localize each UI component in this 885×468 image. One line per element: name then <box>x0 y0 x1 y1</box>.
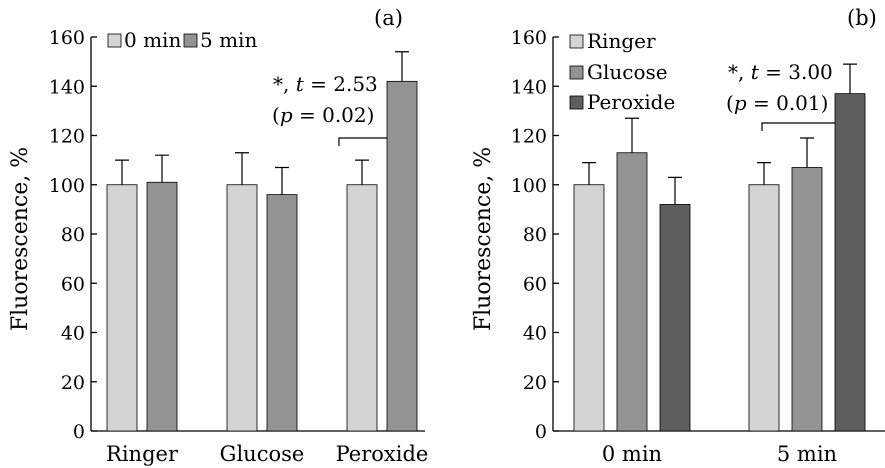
annotation-b-line1: *, t = 3.00 <box>728 60 833 84</box>
error-bar-a-glucose-5min <box>275 166 289 195</box>
bar-b-0min-glucose <box>616 152 648 432</box>
legend-label-glucose: Glucose <box>587 60 668 84</box>
bar-b-5min-glucose <box>791 167 823 432</box>
y-tick-label-a-100: 100 <box>49 175 85 197</box>
x-category-label-a-glucose: Glucose <box>220 442 305 466</box>
bar-b-5min-peroxide <box>834 93 866 432</box>
bar-a-glucose-0min <box>226 184 258 432</box>
panel-label-b: (b) <box>847 6 877 30</box>
y-tick-label-a-20: 20 <box>61 372 85 394</box>
legend-swatch-0min <box>107 33 122 48</box>
y-tick-label-b-60: 60 <box>523 273 547 295</box>
y-tick-label-a-60: 60 <box>61 273 85 295</box>
legend-swatch-5min <box>183 33 198 48</box>
error-bar-a-peroxide-0min <box>355 159 369 185</box>
error-bar-b-0min-ringer <box>582 161 596 185</box>
x-category-label-b-5min: 5 min <box>777 442 837 466</box>
error-bar-b-5min-peroxide <box>843 63 857 94</box>
bar-b-0min-peroxide <box>659 204 691 432</box>
error-bar-a-peroxide-5min <box>395 51 409 82</box>
error-bar-a-glucose-0min <box>235 152 249 185</box>
y-tick-label-b-80: 80 <box>523 224 547 246</box>
y-tick-label-b-0: 0 <box>535 421 547 443</box>
legend-b: Ringer Glucose Peroxide <box>569 29 675 114</box>
chart-panel-b: Fluorescence, % (b) Ringer Glucose Perox… <box>471 6 885 466</box>
x-category-label-b-0min: 0 min <box>602 442 662 466</box>
x-category-label-a-peroxide: Peroxide <box>336 442 429 466</box>
y-tick-label-b-160: 160 <box>511 27 547 49</box>
bar-a-ringer-0min <box>106 184 138 432</box>
y-tick-label-a-140: 140 <box>49 76 85 98</box>
error-bar-b-5min-glucose <box>800 137 814 168</box>
bar-a-peroxide-0min <box>346 184 378 432</box>
bar-a-ringer-5min <box>146 181 178 432</box>
annotation-a-line1: *, t = 2.53 <box>273 72 378 96</box>
error-bar-a-ringer-0min <box>115 159 129 185</box>
legend-swatch-ringer <box>569 34 584 49</box>
annotation-b-line2: (p = 0.01) <box>726 91 828 115</box>
error-bar-b-0min-peroxide <box>668 176 682 205</box>
y-tick-label-a-80: 80 <box>61 224 85 246</box>
legend-label-5min: 5 min <box>200 28 257 52</box>
legend-swatch-glucose <box>569 65 584 80</box>
panel-label-a: (a) <box>374 6 403 30</box>
y-tick-label-b-140: 140 <box>511 76 547 98</box>
error-bar-a-ringer-5min <box>155 154 169 183</box>
bar-b-0min-ringer <box>573 184 605 432</box>
y-tick-label-a-40: 40 <box>61 323 85 345</box>
ylabel-b: Fluorescence, % <box>471 147 496 331</box>
bar-a-peroxide-5min <box>386 80 418 432</box>
legend-label-peroxide: Peroxide <box>587 90 675 114</box>
bar-b-5min-ringer <box>748 184 780 432</box>
legend-swatch-peroxide <box>569 95 584 110</box>
error-bar-b-5min-ringer <box>757 161 771 185</box>
ylabel-a: Fluorescence, % <box>8 147 33 331</box>
y-tick-label-b-100: 100 <box>511 175 547 197</box>
error-bar-b-0min-glucose <box>625 117 639 153</box>
annotation-a-line2: (p = 0.02) <box>272 103 374 127</box>
y-tick-label-a-0: 0 <box>73 421 85 443</box>
legend-label-0min: 0 min <box>124 28 181 52</box>
chart-panel-a: Fluorescence, % (a) 0 min 5 min *, t = 2… <box>8 6 428 466</box>
significance-bracket-b <box>761 122 845 131</box>
legend-label-ringer: Ringer <box>587 29 656 53</box>
y-tick-label-b-40: 40 <box>523 323 547 345</box>
y-tick-label-b-120: 120 <box>511 126 547 148</box>
y-tick-label-b-20: 20 <box>523 372 547 394</box>
x-category-label-a-ringer: Ringer <box>106 442 179 466</box>
y-tick-label-a-160: 160 <box>49 27 85 49</box>
y-tick-label-a-120: 120 <box>49 126 85 148</box>
bar-a-glucose-5min <box>266 194 298 432</box>
legend-a: 0 min 5 min <box>107 28 257 52</box>
